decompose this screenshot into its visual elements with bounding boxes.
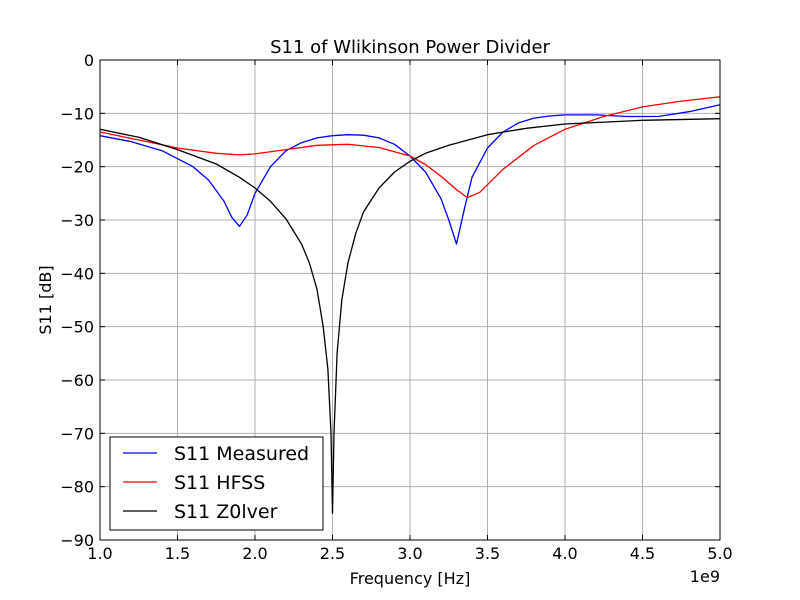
- series-line: [99, 96, 721, 199]
- x-tick-label: 2.5: [320, 544, 345, 563]
- legend: S11 Measured S11 HFSS S11 Z0lver: [109, 436, 324, 531]
- x-tick-label: 4.0: [552, 544, 577, 563]
- ticks: [99, 59, 721, 541]
- x-tick-label: 4.5: [630, 544, 655, 563]
- legend-label: S11 Z0lver: [174, 501, 278, 523]
- y-tick-label: −60: [60, 371, 94, 390]
- grid: [99, 59, 721, 541]
- y-tick-label: −90: [60, 531, 94, 550]
- y-tick-label: −40: [60, 264, 94, 283]
- y-tick-label: −70: [60, 424, 94, 443]
- series-line: [99, 118, 721, 514]
- x-offset-label: 1e9: [690, 567, 720, 586]
- y-tick-label: −20: [60, 158, 94, 177]
- y-axis-label: S11 [dB]: [36, 265, 55, 334]
- y-tick-label: −80: [60, 478, 94, 497]
- y-tick-label: −50: [60, 318, 94, 337]
- x-tick-label: 3.5: [475, 544, 500, 563]
- x-tick-label: 1.5: [165, 544, 190, 563]
- tick-labels: 1.0 1.5 2.0 2.5 3.0 3.5 4.0 4.5 5.0 0 −10 −20 −30 −40…: [60, 51, 732, 563]
- legend-label: S11 HFSS: [174, 472, 265, 494]
- x-tick-label: 2.0: [242, 544, 267, 563]
- series-group: [99, 96, 721, 514]
- series-line: [99, 104, 721, 245]
- x-tick-label: 1.0: [87, 544, 112, 563]
- y-tick-label: −30: [60, 211, 94, 230]
- chart-title: S11 of Wlikinson Power Divider: [270, 37, 550, 58]
- x-tick-label: 3.0: [397, 544, 422, 563]
- y-tick-label: 0: [84, 51, 94, 70]
- x-tick-label: 5.0: [707, 544, 732, 563]
- y-tick-label: −10: [60, 104, 94, 123]
- legend-label: S11 Measured: [174, 443, 309, 465]
- x-axis-label: Frequency [Hz]: [350, 569, 471, 588]
